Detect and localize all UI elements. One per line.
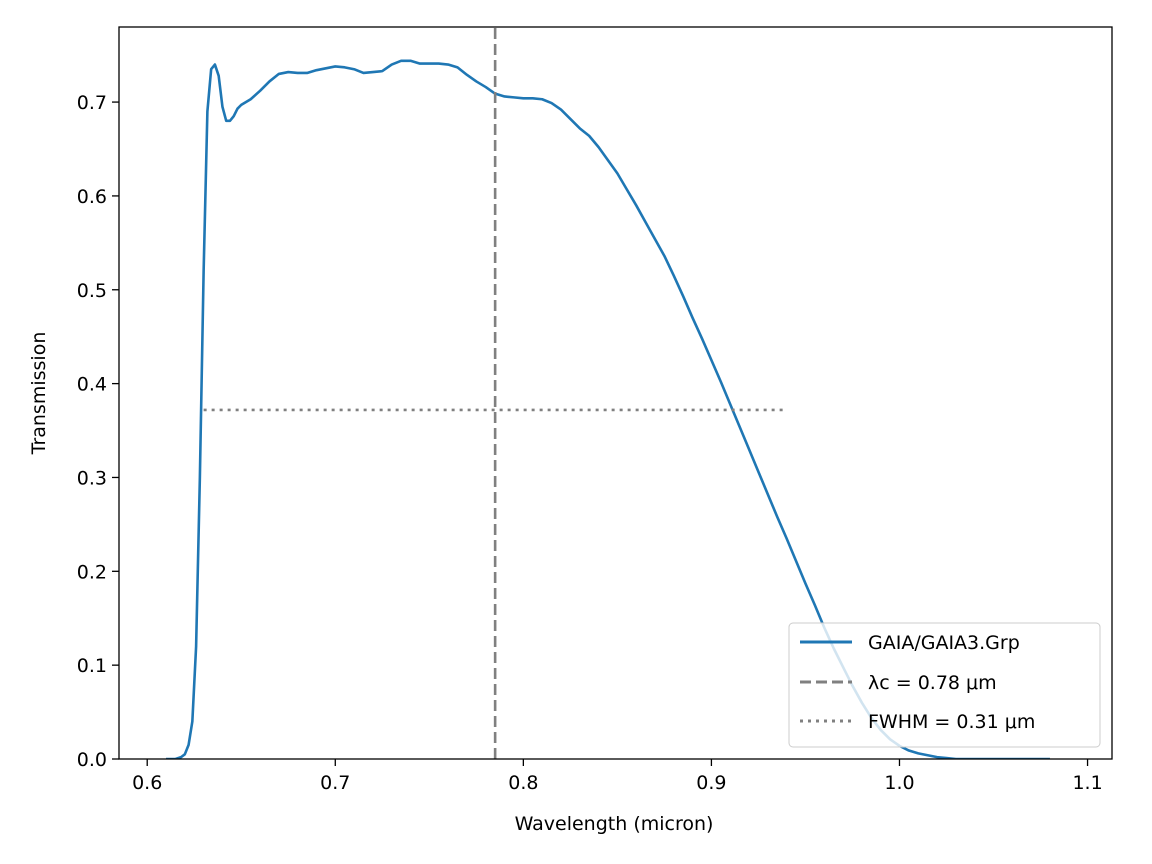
axes-frame [118,26,1113,760]
axes-border [118,26,1113,760]
y-tick-label: 0.4 [77,374,107,396]
x-tick-label: 0.8 [508,772,538,794]
x-axis-label: Wavelength (micron) [515,813,714,835]
y-tick-label: 0.0 [77,749,107,771]
legend-label-transmission: GAIA/GAIA3.Grp [868,632,1020,654]
legend-box [788,622,1101,748]
y-tick-label: 0.5 [77,280,107,302]
y-tick-label: 0.3 [77,467,107,489]
y-axis-ticks: 0.0 0.1 0.2 0.3 0.4 0.5 0.6 0.7 [77,92,119,771]
x-tick-label: 0.7 [320,772,350,794]
y-tick-label: 0.1 [77,655,107,677]
y-tick-label: 0.2 [77,561,107,583]
x-axis-ticks: 0.6 0.7 0.8 0.9 1.0 1.1 [132,759,1103,794]
x-tick-label: 0.6 [132,772,162,794]
x-tick-label: 1.1 [1072,772,1102,794]
y-axis-label: Transmission [28,332,50,456]
x-tick-label: 0.9 [696,772,726,794]
legend: GAIA/GAIA3.Grp λc = 0.78 μm FWHM = 0.31 … [788,622,1101,748]
y-tick-label: 0.7 [77,92,107,114]
y-tick-label: 0.6 [77,186,107,208]
legend-label-fwhm: FWHM = 0.31 μm [868,711,1035,733]
x-tick-label: 1.0 [884,772,914,794]
legend-label-central-wavelength: λc = 0.78 μm [868,672,997,694]
